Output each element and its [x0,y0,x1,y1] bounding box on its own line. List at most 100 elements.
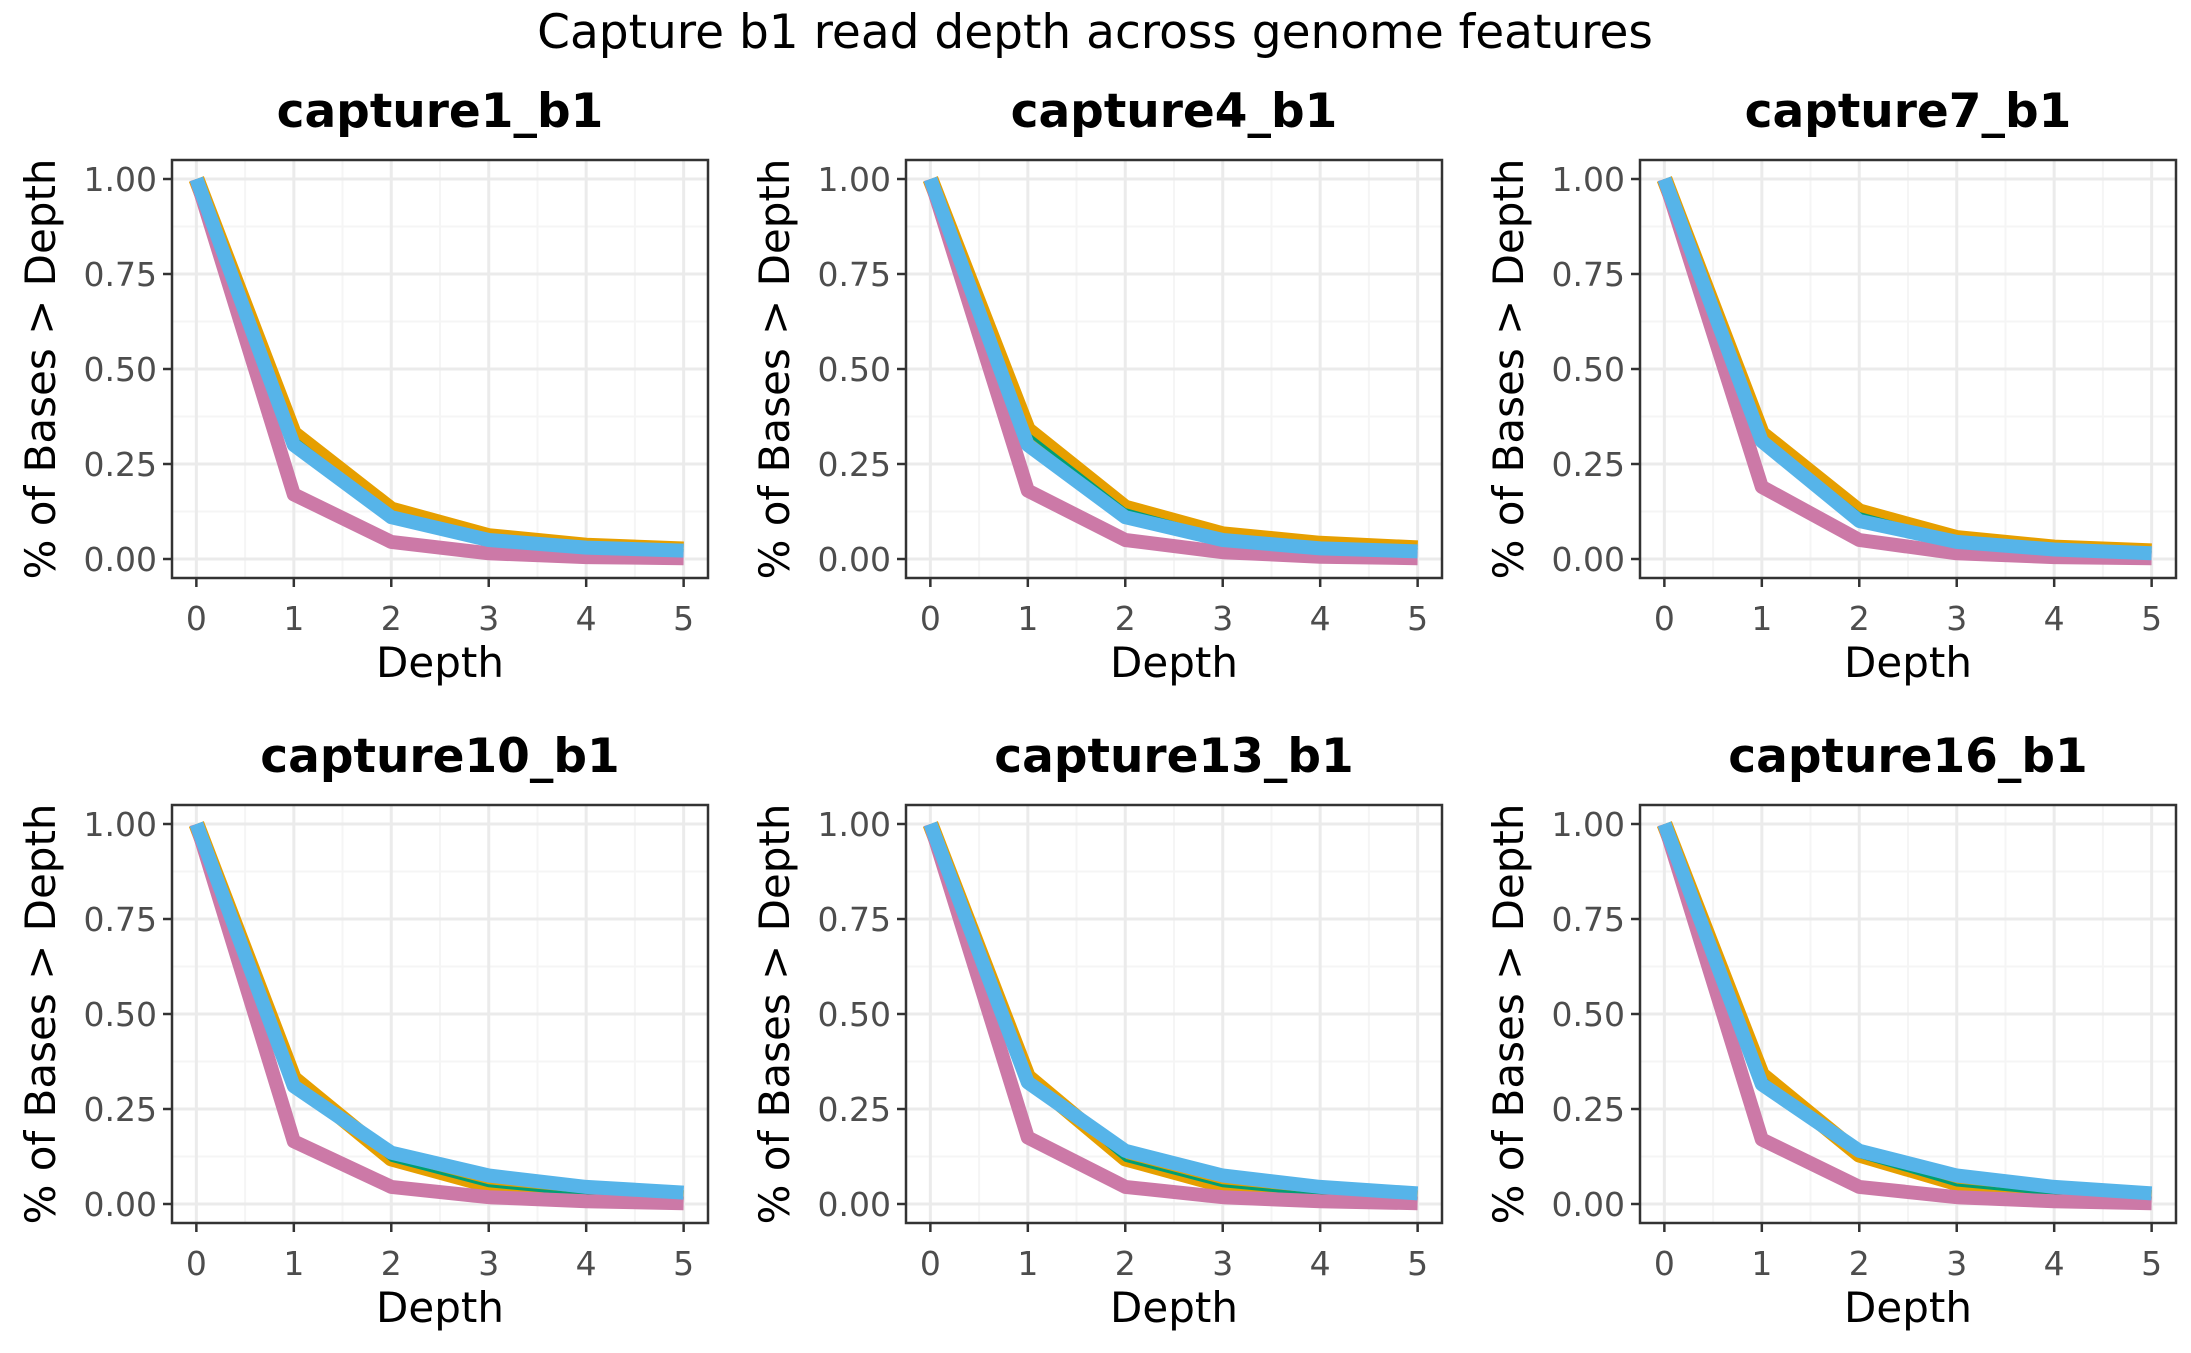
y-tick-label: 0.00 [84,1185,157,1224]
panel-3: 0 1 2 3 4 5 0.00 0.25 0.50 0.75 1.00 capture7_b1 Dep… [1484,84,2178,687]
y-tick-label: 0.00 [818,1185,891,1224]
panel-grid: 0 1 2 3 4 5 0.00 0.25 0.50 0.75 1.00 capture1_b1 Dep… [16,84,2178,1332]
x-tick-label: 4 [576,1244,597,1283]
y-tick-label: 0.25 [818,445,891,484]
x-tick-label: 2 [1849,599,1870,638]
y-tick-label: 1.00 [84,160,157,199]
panel-title: capture16_b1 [1728,729,2087,784]
panel-6: 0 1 2 3 4 5 0.00 0.25 0.50 0.75 1.00 capture16_b1 De… [1484,729,2178,1332]
x-tick-label: 0 [920,1244,941,1283]
x-axis-label: Depth [1110,1283,1238,1332]
x-tick-label: 3 [1212,599,1233,638]
x-tick-label: 5 [673,1244,694,1283]
x-tick-label: 0 [186,599,207,638]
x-tick-label: 4 [1310,1244,1331,1283]
x-tick-label: 3 [1946,1244,1967,1283]
x-tick-label: 1 [1751,599,1772,638]
x-tick-label: 0 [920,599,941,638]
y-axis-label: % of Bases > Depth [1484,803,1533,1224]
x-tick-label: 5 [2141,1244,2162,1283]
x-tick-label: 1 [283,599,304,638]
series-line-3 [923,176,1418,566]
series-line-3 [189,176,684,566]
series-line-4 [923,176,1418,559]
y-axis-label: % of Bases > Depth [750,803,799,1224]
y-tick-label: 0.25 [1552,1090,1625,1129]
x-tick-label: 3 [1212,1244,1233,1283]
y-tick-label: 0.75 [1552,900,1625,939]
series-line-4 [1657,176,2152,561]
y-tick-label: 1.00 [1552,160,1625,199]
x-tick-label: 0 [1654,1244,1675,1283]
y-tick-label: 0.75 [1552,255,1625,294]
panel-title: capture13_b1 [994,729,1353,784]
x-tick-label: 4 [2044,599,2065,638]
panel-5: 0 1 2 3 4 5 0.00 0.25 0.50 0.75 1.00 capture13_b1 De… [750,729,1444,1332]
y-tick-label: 0.75 [818,900,891,939]
y-axis-label: % of Bases > Depth [16,158,65,579]
x-tick-label: 1 [1017,599,1038,638]
x-axis-label: Depth [376,638,504,687]
x-tick-label: 3 [478,599,499,638]
y-tick-label: 0.00 [818,540,891,579]
y-tick-label: 0.25 [84,445,157,484]
y-tick-label: 0.00 [1552,540,1625,579]
y-axis-label: % of Bases > Depth [1484,158,1533,579]
y-tick-label: 1.00 [84,805,157,844]
y-tick-label: 1.00 [1552,805,1625,844]
y-tick-label: 0.75 [84,900,157,939]
y-tick-label: 1.00 [818,160,891,199]
series-line-3 [189,821,684,1211]
x-tick-label: 5 [1407,1244,1428,1283]
x-axis-label: Depth [1844,1283,1972,1332]
x-axis-label: Depth [1110,638,1238,687]
series-line-4 [1657,821,2153,1201]
y-axis-label: % of Bases > Depth [750,158,799,579]
y-tick-label: 0.25 [84,1090,157,1129]
y-tick-label: 0.50 [818,995,891,1034]
y-tick-label: 1.00 [818,805,891,844]
x-axis-label: Depth [1844,638,1972,687]
x-tick-label: 2 [381,1244,402,1283]
x-tick-label: 1 [1751,1244,1772,1283]
x-tick-label: 2 [1115,599,1136,638]
y-tick-label: 0.50 [1552,995,1625,1034]
x-tick-label: 5 [673,599,694,638]
panel-title: capture7_b1 [1745,84,2072,139]
y-tick-label: 0.25 [1552,445,1625,484]
x-tick-label: 4 [576,599,597,638]
y-tick-label: 0.50 [1552,350,1625,389]
panel-title: capture1_b1 [277,84,604,139]
panel-2: 0 1 2 3 4 5 0.00 0.25 0.50 0.75 1.00 capture4_b1 Dep… [750,84,1444,687]
x-tick-label: 5 [2141,599,2162,638]
y-tick-label: 0.00 [1552,1185,1625,1224]
series-line-3 [1657,176,2152,566]
x-tick-label: 0 [1654,599,1675,638]
y-axis-label: % of Bases > Depth [16,803,65,1224]
y-tick-label: 0.75 [818,255,891,294]
x-tick-label: 4 [2044,1244,2065,1283]
x-tick-label: 3 [1946,599,1967,638]
y-tick-label: 0.25 [818,1090,891,1129]
y-tick-label: 0.50 [818,350,891,389]
panel-1: 0 1 2 3 4 5 0.00 0.25 0.50 0.75 1.00 capture1_b1 Dep… [16,84,710,687]
x-tick-label: 3 [478,1244,499,1283]
x-tick-label: 2 [1849,1244,1870,1283]
x-tick-label: 2 [381,599,402,638]
x-tick-label: 0 [186,1244,207,1283]
series-line-4 [923,821,1419,1201]
series-line-3 [923,821,1418,1211]
x-axis-label: Depth [376,1283,504,1332]
y-tick-label: 0.50 [84,995,157,1034]
x-tick-label: 4 [1310,599,1331,638]
y-tick-label: 0.00 [84,540,157,579]
series-line-4 [189,176,684,558]
x-tick-label: 1 [283,1244,304,1283]
figure-title: Capture b1 read depth across genome feat… [537,5,1653,60]
series-line-4 [189,821,685,1200]
panel-4: 0 1 2 3 4 5 0.00 0.25 0.50 0.75 1.00 capture10_b1 De… [16,729,710,1332]
panel-title: capture4_b1 [1011,84,1338,139]
x-tick-label: 2 [1115,1244,1136,1283]
panel-title: capture10_b1 [260,729,619,784]
